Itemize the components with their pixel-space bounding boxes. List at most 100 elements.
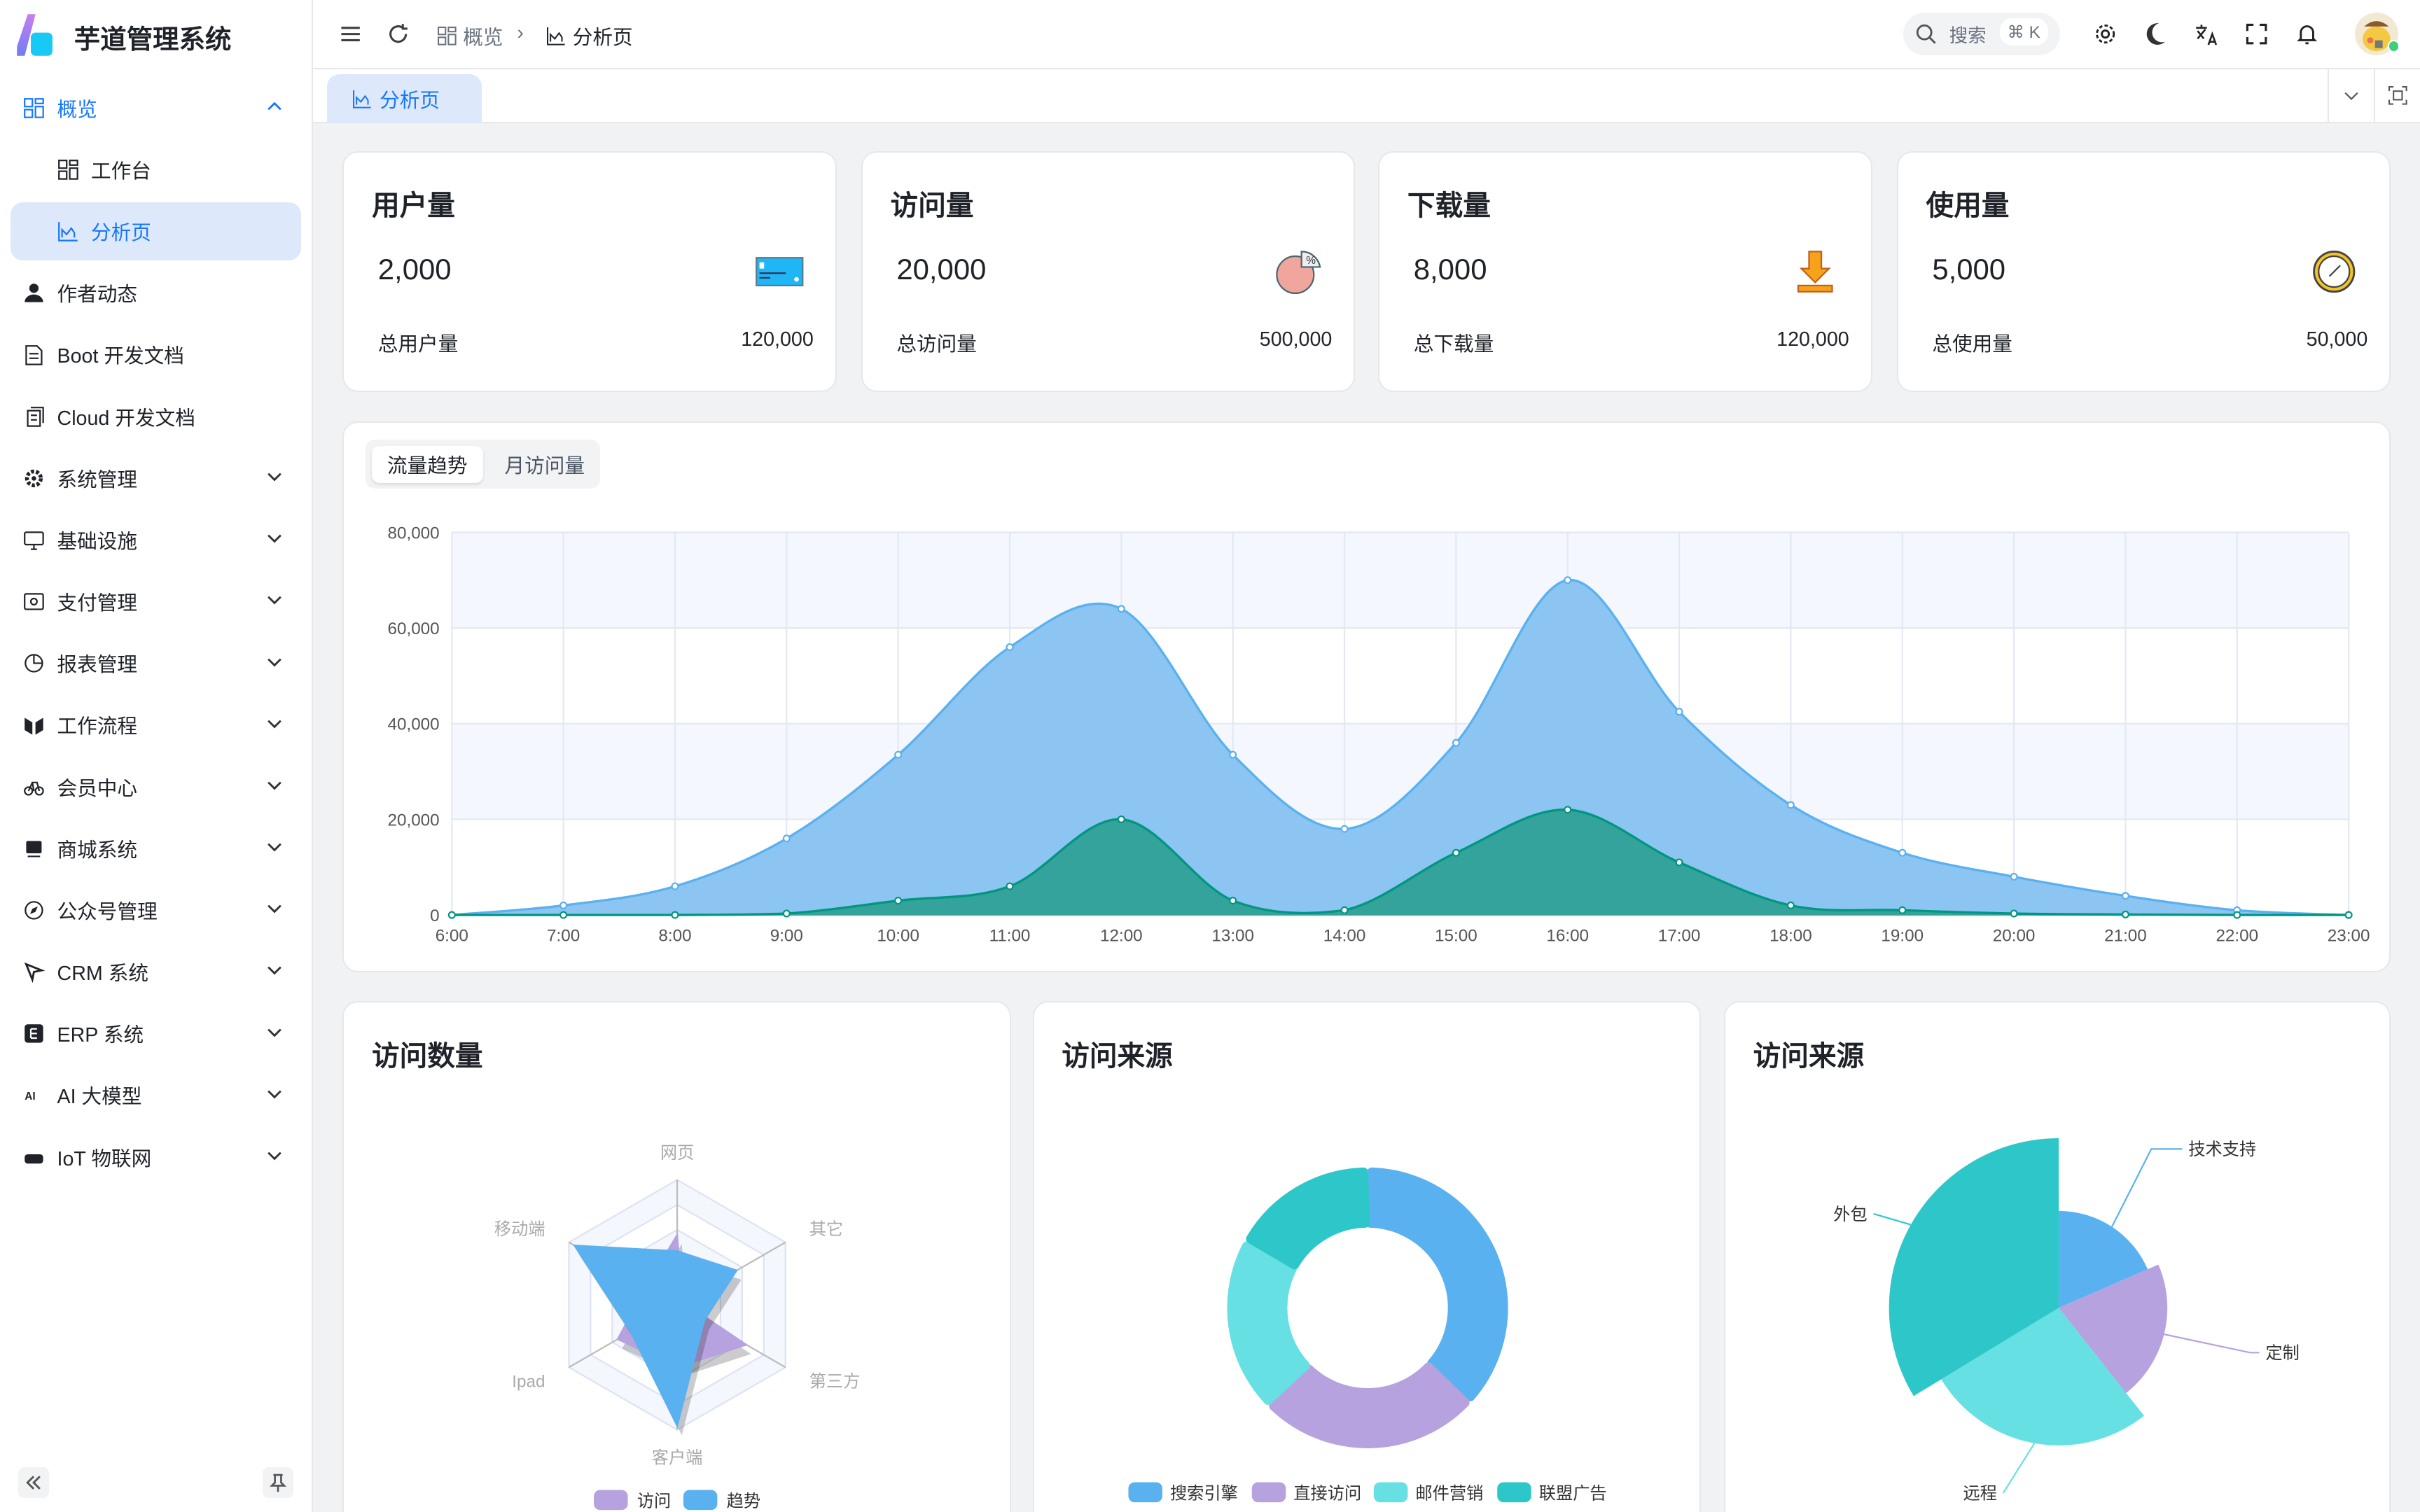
data-point[interactable] xyxy=(1787,901,1795,909)
rose-slice[interactable] xyxy=(1889,1138,2059,1396)
data-point[interactable] xyxy=(448,911,457,919)
legend-swatch[interactable] xyxy=(1496,1482,1531,1503)
refresh-icon[interactable] xyxy=(386,22,410,46)
donut-slice[interactable] xyxy=(1245,1168,1370,1270)
translate-icon[interactable] xyxy=(2195,22,2219,46)
sidebar-item-15[interactable]: ERP 系统 xyxy=(11,1004,300,1063)
sidebar-item-3[interactable]: 作者动态 xyxy=(11,264,300,323)
tab-traffic-trend[interactable]: 流量趋势 xyxy=(371,445,483,483)
data-point[interactable] xyxy=(1787,801,1795,809)
pin-icon[interactable] xyxy=(262,1467,293,1499)
rose-slice[interactable] xyxy=(2059,1264,2168,1394)
collapse-sidebar-icon[interactable] xyxy=(18,1467,50,1499)
breadcrumb-item-analysis[interactable]: 分析页 xyxy=(546,22,633,50)
data-point[interactable] xyxy=(1340,825,1349,833)
data-point[interactable] xyxy=(783,909,791,918)
x-tick-label: 7:00 xyxy=(547,926,580,945)
data-point[interactable] xyxy=(1898,906,1907,914)
donut-slice[interactable] xyxy=(1268,1362,1470,1449)
legend-swatch[interactable] xyxy=(683,1490,718,1511)
donut-slice[interactable] xyxy=(1227,1241,1310,1406)
tab-monthly-visits[interactable]: 月访问量 xyxy=(504,454,585,477)
legend-swatch[interactable] xyxy=(594,1490,628,1511)
legend-swatch[interactable] xyxy=(1127,1482,1162,1503)
legend-label[interactable]: 趋势 xyxy=(727,1492,760,1511)
bell-icon[interactable] xyxy=(2295,22,2319,46)
data-point[interactable] xyxy=(1564,805,1572,814)
data-point[interactable] xyxy=(2010,872,2018,881)
rose-slice[interactable] xyxy=(1941,1308,2144,1446)
sidebar-item-label: 系统管理 xyxy=(57,468,138,491)
slice-label: 远程 xyxy=(1963,1485,1996,1504)
user-icon xyxy=(25,284,43,302)
sidebar-item-16[interactable]: AI AI 大模型 xyxy=(11,1066,300,1125)
breadcrumb-item-overview[interactable]: 概览 xyxy=(437,22,503,50)
legend-label[interactable]: 邮件营销 xyxy=(1415,1485,1483,1504)
sidebar-item-6[interactable]: 系统管理 xyxy=(11,449,300,507)
workflow-icon xyxy=(25,717,43,735)
data-point[interactable] xyxy=(671,882,679,890)
sidebar-item-14[interactable]: CRM 系统 xyxy=(11,943,300,1002)
data-point[interactable] xyxy=(2233,911,2241,919)
x-tick-label: 20:00 xyxy=(1993,926,2036,945)
data-point[interactable] xyxy=(1118,815,1126,823)
tab-analysis[interactable]: 分析页 xyxy=(327,74,482,124)
data-point[interactable] xyxy=(1898,848,1907,857)
legend-label[interactable]: 联盟广告 xyxy=(1538,1485,1606,1504)
sidebar-item-17[interactable]: IoT 物联网 xyxy=(11,1128,300,1186)
data-point[interactable] xyxy=(1340,906,1349,914)
sidebar-item-4[interactable]: Boot 开发文档 xyxy=(11,326,300,384)
legend-label[interactable]: 访问 xyxy=(637,1492,671,1511)
data-point[interactable] xyxy=(559,901,568,909)
sidebar-item-5[interactable]: Cloud 开发文档 xyxy=(11,387,300,446)
sidebar-item-11[interactable]: 会员中心 xyxy=(11,757,300,816)
data-point[interactable] xyxy=(1452,738,1461,747)
radar-series-趋势[interactable] xyxy=(573,1245,739,1429)
data-point[interactable] xyxy=(1452,848,1461,857)
data-point[interactable] xyxy=(671,911,679,919)
sidebar-item-7[interactable]: 基础设施 xyxy=(11,511,300,570)
gear-icon[interactable] xyxy=(2093,22,2118,46)
maximize-content-button[interactable] xyxy=(2373,69,2420,122)
data-point[interactable] xyxy=(1229,896,1237,904)
breadcrumb-separator-icon: › xyxy=(517,21,524,44)
menu-toggle-icon[interactable] xyxy=(338,22,363,46)
data-point[interactable] xyxy=(2122,910,2130,918)
legend-label[interactable]: 直接访问 xyxy=(1293,1485,1361,1504)
sidebar-item-2[interactable]: 分析页 xyxy=(11,202,301,261)
data-point[interactable] xyxy=(2344,911,2353,919)
data-point[interactable] xyxy=(559,911,568,919)
data-point[interactable] xyxy=(1006,643,1014,651)
data-point[interactable] xyxy=(1675,858,1683,867)
sidebar-item-8[interactable]: 支付管理 xyxy=(11,573,300,631)
fullscreen-icon[interactable] xyxy=(2244,22,2269,46)
dark-mode-moon-icon[interactable] xyxy=(2143,22,2168,46)
stat-value: 2,000 xyxy=(377,253,452,286)
legend-label[interactable]: 搜索引擎 xyxy=(1169,1485,1237,1504)
sidebar-item-10[interactable]: 工作流程 xyxy=(11,696,300,755)
legend-swatch[interactable] xyxy=(1373,1482,1407,1503)
data-point[interactable] xyxy=(894,896,903,904)
data-point[interactable] xyxy=(783,834,791,843)
data-point[interactable] xyxy=(1118,605,1126,613)
data-point[interactable] xyxy=(1229,750,1237,759)
sidebar-item-12[interactable]: 商城系统 xyxy=(11,819,300,878)
sidebar-item-1[interactable]: 工作台 xyxy=(11,141,300,200)
stat-title: 使用量 xyxy=(1926,190,2010,222)
data-point[interactable] xyxy=(1675,707,1683,715)
sidebar-item-13[interactable]: 公众号管理 xyxy=(11,881,300,940)
data-point[interactable] xyxy=(1006,882,1014,890)
card-title: 访问来源 xyxy=(1753,1040,1865,1072)
data-point[interactable] xyxy=(2010,909,2018,918)
sidebar-item-0[interactable]: 概览 xyxy=(11,78,300,137)
donut-slice[interactable] xyxy=(1365,1168,1508,1402)
series-area-1 xyxy=(452,809,2349,915)
sidebar-item-9[interactable]: 报表管理 xyxy=(11,634,300,693)
rose-slice[interactable] xyxy=(2059,1211,2148,1308)
data-point[interactable] xyxy=(1564,576,1572,584)
legend-swatch[interactable] xyxy=(1251,1482,1286,1503)
search-button[interactable]: 搜索 ⌘ K xyxy=(1903,12,2061,56)
data-point[interactable] xyxy=(894,750,903,759)
data-point[interactable] xyxy=(2122,891,2130,900)
tabs-dropdown-button[interactable] xyxy=(2327,69,2374,122)
